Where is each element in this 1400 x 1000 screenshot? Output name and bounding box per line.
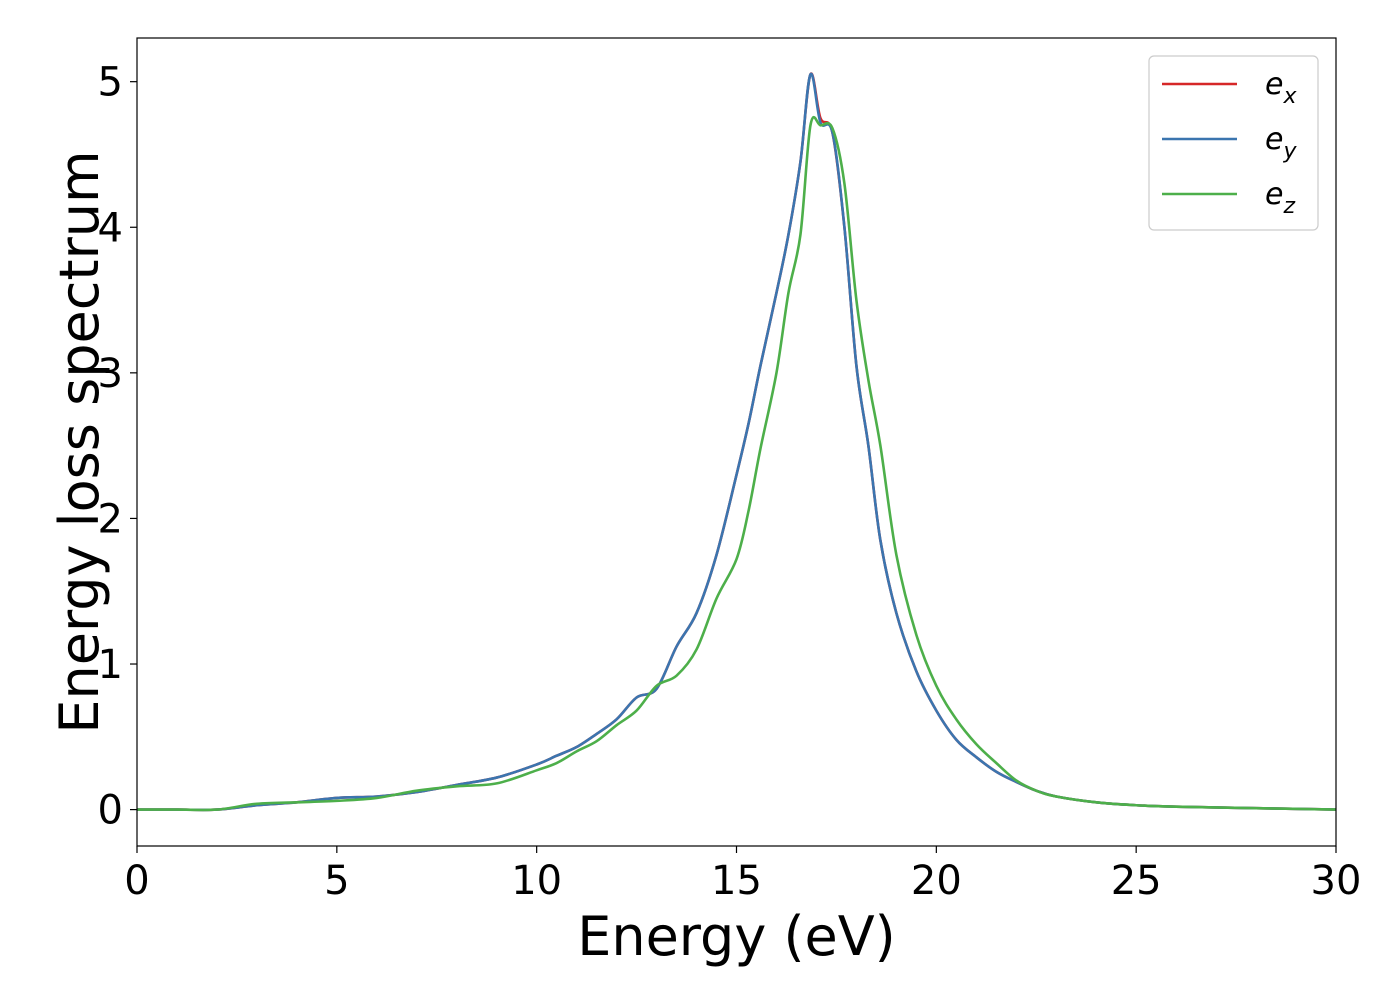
series-line-y: [136, 72, 1337, 812]
y-tick-label: 0: [98, 788, 123, 834]
y-tick-label: 5: [98, 60, 123, 106]
y-axis-title: Energy loss spectrum: [48, 150, 111, 733]
legend-label-y: ey: [1265, 122, 1297, 164]
x-tick-label: 5: [324, 858, 349, 904]
x-tick-label: 0: [124, 858, 149, 904]
x-axis: 0 5 10 15 20 25 30: [124, 846, 1361, 904]
legend: ex ey ez: [1148, 55, 1319, 231]
y-tick-label: 1: [98, 642, 123, 688]
x-tick-label: 30: [1311, 858, 1362, 904]
y-tick-label: 3: [98, 351, 123, 397]
y-axis: 0 1 2 3 4 5: [98, 60, 137, 834]
x-tick-label: 25: [1111, 858, 1162, 904]
legend-label-x: ex: [1265, 67, 1297, 109]
x-tick-label: 20: [911, 858, 962, 904]
y-tick-label: 4: [98, 205, 123, 251]
series-layer: [136, 72, 1337, 812]
legend-label-z: ez: [1265, 177, 1295, 219]
legend-box: [1148, 55, 1319, 231]
x-axis-title: Energy (eV): [577, 905, 896, 968]
x-tick-label: 10: [511, 858, 562, 904]
y-tick-label: 2: [98, 496, 123, 542]
x-tick-label: 15: [711, 858, 762, 904]
series-line-z: [136, 115, 1337, 812]
